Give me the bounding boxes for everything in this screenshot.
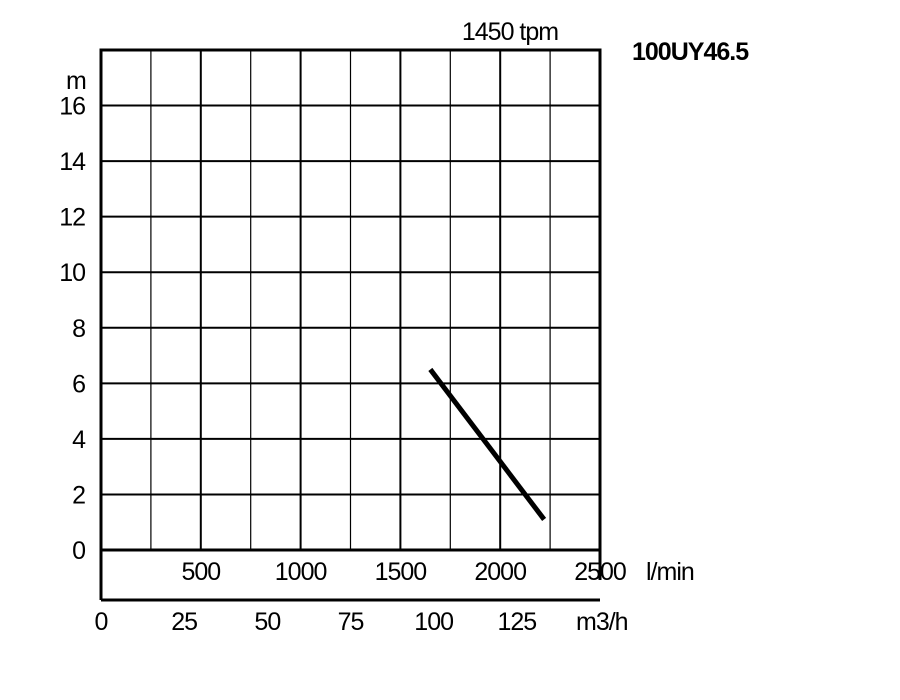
x-tick-label-secondary: 50 (254, 608, 280, 636)
x-tick-label-secondary: 75 (338, 608, 364, 636)
x-tick-labels-secondary: 0 25 50 75 100 125 (95, 608, 538, 636)
y-tick-label: 8 (72, 315, 85, 343)
y-tick-label: 6 (72, 370, 85, 398)
y-tick-label: 10 (59, 259, 85, 287)
x-tick-label-secondary: 100 (414, 608, 453, 636)
y-tick-label: 14 (59, 148, 86, 176)
y-tick-label: 16 (59, 93, 85, 121)
grid-lines (101, 50, 600, 550)
x-tick-label-secondary: 125 (497, 608, 536, 636)
x-tick-label-primary: 2500 (574, 558, 626, 586)
x-tick-label-primary: 2000 (474, 558, 526, 586)
x-unit-label-secondary: m3/h (576, 608, 628, 636)
y-tick-label: 0 (72, 537, 85, 565)
x-tick-label-primary: 500 (181, 558, 220, 586)
y-tick-label: 2 (72, 481, 85, 509)
y-tick-labels: 0 2 4 6 8 10 12 14 16 (59, 93, 87, 565)
x-tick-label-primary: 1500 (375, 558, 427, 586)
x-tick-label-primary: 1000 (275, 558, 327, 586)
chart-subtitle: 1450 tpm (462, 18, 558, 46)
series-line-head-flow (428, 367, 547, 521)
series-layer (428, 367, 547, 521)
x-unit-label-primary: l/min (646, 558, 694, 586)
y-tick-label: 4 (72, 426, 86, 454)
x-tick-labels-primary: 500 1000 1500 2000 2500 (181, 558, 626, 586)
chart-title: 100UY46.5 (632, 38, 749, 66)
y-tick-label: 12 (59, 204, 85, 232)
x-tick-label-secondary: 0 (95, 608, 108, 636)
x-tick-label-secondary: 25 (171, 608, 197, 636)
y-axis-label: m (66, 67, 86, 95)
